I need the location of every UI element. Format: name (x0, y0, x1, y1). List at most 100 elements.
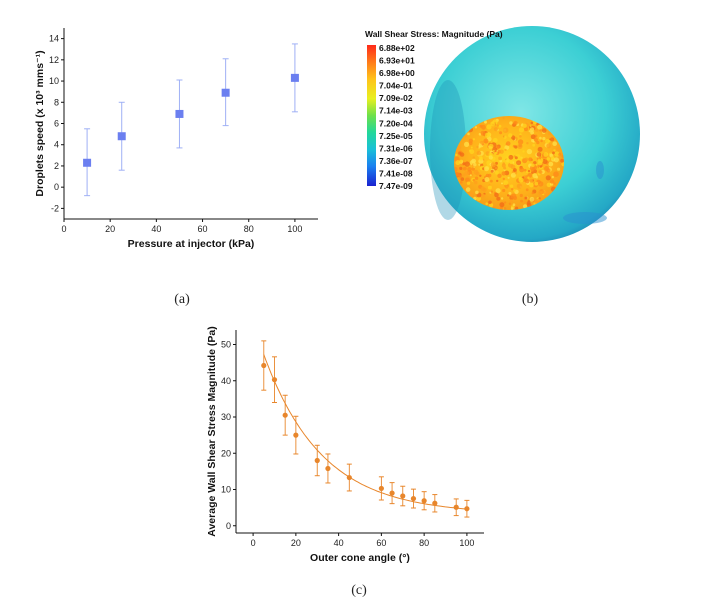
stress-speckle (538, 190, 543, 195)
stress-speckle (532, 173, 538, 179)
stress-speckle (497, 173, 502, 178)
stress-speckle (455, 160, 461, 166)
x-tick-label: 100 (287, 224, 302, 234)
stress-speckle (533, 169, 537, 174)
stress-speckle (464, 135, 467, 138)
stress-speckle (498, 124, 502, 128)
stress-speckle (537, 160, 543, 166)
stress-speckle (465, 187, 471, 192)
stress-speckle (546, 143, 552, 149)
stress-speckle (469, 174, 472, 177)
x-tick-label: 20 (291, 538, 301, 548)
stress-speckle (503, 207, 507, 210)
x-tick-label: 0 (251, 538, 256, 548)
stress-speckle (526, 148, 533, 155)
y-tick-label: 20 (221, 448, 231, 458)
stress-speckle (490, 169, 494, 173)
stress-speckle (529, 179, 534, 183)
stress-speckle (471, 158, 477, 164)
panel-b-simulation (419, 26, 640, 246)
stress-speckle (533, 161, 537, 165)
stress-speckle (520, 199, 523, 203)
y-tick-label: 8 (54, 97, 59, 107)
stress-speckle (508, 133, 513, 138)
stress-speckle (472, 138, 476, 141)
stress-speckle (465, 177, 470, 183)
stress-speckle (505, 141, 511, 146)
stress-speckle (484, 166, 489, 172)
stress-speckle (486, 132, 491, 137)
stress-speckle (474, 126, 478, 129)
stress-speckle (509, 121, 513, 125)
stress-speckle (503, 127, 509, 133)
stress-speckle (479, 156, 483, 161)
stress-speckle (531, 171, 534, 174)
stress-speckle (530, 163, 535, 168)
stress-speckle (480, 186, 486, 191)
fit-curve (263, 354, 467, 510)
colorbar-tick-label: 7.04e-01 (379, 81, 413, 91)
stress-speckle (527, 176, 530, 179)
stress-speckle (460, 181, 463, 184)
stress-speckle (462, 162, 466, 166)
stress-speckle (508, 191, 512, 195)
colorbar-tick-label: 7.47e-09 (379, 181, 413, 191)
stress-speckle (518, 177, 524, 183)
data-point (464, 506, 470, 512)
data-point (378, 485, 384, 492)
y-tick-label: 10 (221, 485, 231, 495)
stress-speckle (544, 192, 549, 198)
stress-speckle (526, 202, 532, 208)
stress-speckle (526, 142, 529, 145)
stress-speckle (512, 138, 515, 141)
stress-speckle (547, 131, 552, 135)
stress-speckle (519, 135, 522, 138)
stress-speckle (534, 127, 539, 132)
data-point (261, 362, 267, 369)
stress-speckle (545, 138, 550, 144)
stress-speckle (510, 172, 516, 178)
stress-speckle (545, 158, 548, 161)
stress-speckle (517, 143, 523, 149)
data-point (221, 88, 230, 97)
y-tick-label: 6 (54, 119, 59, 129)
stress-speckle (490, 179, 493, 183)
stress-speckle (468, 138, 473, 143)
stress-speckle (524, 157, 529, 162)
stress-speckle (542, 137, 546, 141)
stress-speckle (522, 150, 525, 153)
stress-speckle (459, 152, 465, 157)
stress-speckle (516, 183, 523, 189)
stress-speckle (472, 156, 475, 159)
x-tick-label: 40 (334, 538, 344, 548)
x-tick-label: 20 (105, 224, 115, 234)
stress-speckle (471, 167, 475, 171)
stress-speckle (523, 204, 528, 209)
panel-c-chart: 0 20 40 60 80 100 0 10 20 30 40 50 Outer cone angle … (206, 326, 484, 564)
stress-speckle (499, 131, 503, 135)
stress-speckle (532, 143, 536, 147)
colorbar-tick-label: 6.93e+01 (379, 56, 415, 66)
x-tick-label: 100 (459, 538, 474, 548)
data-point (421, 498, 427, 504)
stress-speckle (486, 124, 492, 130)
stress-speckle (549, 179, 555, 184)
stress-speckle (553, 157, 560, 163)
stress-speckle (499, 202, 505, 208)
stress-speckle (550, 156, 555, 160)
stress-speckle (539, 129, 542, 132)
stress-speckle (539, 157, 542, 160)
y-tick-label: 2 (54, 161, 59, 171)
x-tick-label: 60 (376, 538, 386, 548)
stress-speckle (530, 127, 535, 132)
data-point (325, 465, 331, 472)
y-tick-label: 4 (54, 140, 59, 150)
stress-speckle (557, 153, 560, 156)
stress-speckle (514, 156, 518, 160)
y-tick-label: -2 (51, 203, 59, 213)
data-point (453, 504, 459, 510)
stress-speckle (508, 154, 514, 160)
panel-c-label: (c) (351, 583, 367, 598)
stress-speckle (479, 174, 482, 177)
stress-speckle (467, 132, 470, 136)
